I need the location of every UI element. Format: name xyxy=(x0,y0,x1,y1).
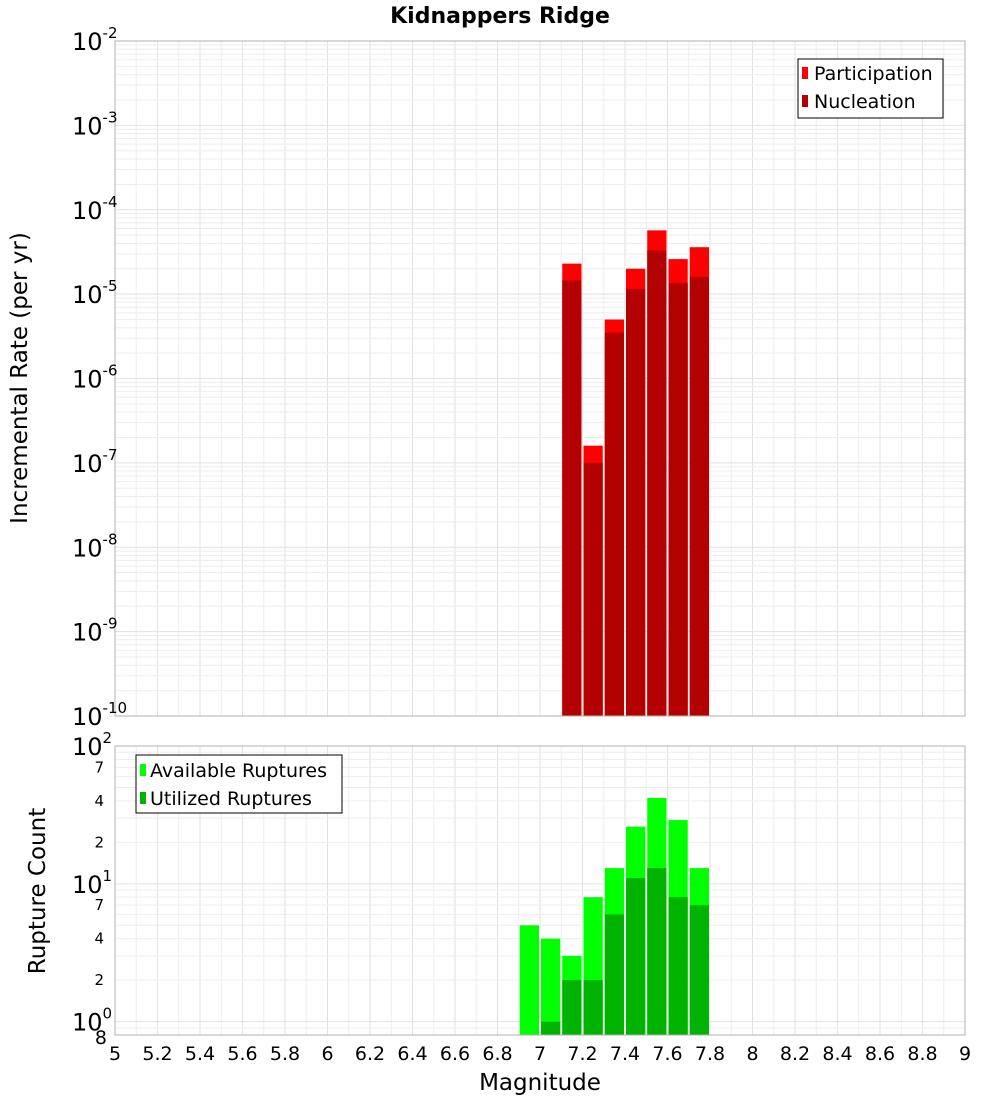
rate-y-tick-label: 10-3 xyxy=(72,108,118,140)
x-tick-label: 5.6 xyxy=(227,1043,257,1065)
x-tick-label: 6.2 xyxy=(355,1043,385,1065)
count-y-minor-tick-label: 4 xyxy=(94,930,104,948)
utilized-ruptures-bar xyxy=(562,980,582,1035)
count-y-ticks: 100 101 102 2 4 7 2 4 7 8 xyxy=(72,729,112,1049)
utilized-ruptures-legend-label: Utilized Ruptures xyxy=(150,788,312,810)
x-tick-label: 7.6 xyxy=(652,1043,682,1065)
rate-legend-box xyxy=(797,58,944,119)
rate-y-tick-label: 10-10 xyxy=(72,699,127,731)
utilized-ruptures-bar xyxy=(604,914,624,1035)
rate-y-ticks: 10-10 10-9 10-8 10-7 10-6 10-5 10-4 10-3 10-2 xyxy=(72,24,127,731)
count-y-bottom-tick-label: 8 xyxy=(95,1027,107,1049)
count-legend-box xyxy=(135,754,343,814)
x-tick-label: 5.4 xyxy=(185,1043,215,1065)
participation-swatch xyxy=(802,67,808,79)
rate-y-tick-label: 10-6 xyxy=(72,362,118,394)
x-tick-label: 9 xyxy=(959,1043,971,1065)
utilized-ruptures-swatch xyxy=(140,792,146,804)
nucleation-bar xyxy=(626,289,646,716)
x-tick-label: 5.2 xyxy=(142,1043,172,1065)
nucleation-bar xyxy=(583,462,603,716)
count-y-tick-label: 101 xyxy=(72,867,112,899)
rate-y-tick-label: 10-2 xyxy=(72,24,118,56)
x-tick-label: 7.2 xyxy=(567,1043,597,1065)
count-y-axis-label: Rupture Count xyxy=(25,808,51,974)
nucleation-swatch xyxy=(802,95,808,107)
count-y-minor-tick-label: 2 xyxy=(94,833,104,851)
rate-panel: 10-10 10-9 10-8 10-7 10-6 10-5 10-4 10-3 10-2 In… xyxy=(7,24,966,731)
count-y-tick-label: 100 xyxy=(72,1005,112,1037)
nucleation-legend-label: Nucleation xyxy=(814,91,916,113)
x-tick-label: 6.6 xyxy=(440,1043,470,1065)
utilized-ruptures-bar xyxy=(541,1021,561,1035)
rate-y-tick-label: 10-5 xyxy=(72,277,118,309)
count-panel: 100 101 102 2 4 7 2 4 7 8 Rupture Count Available… xyxy=(25,729,971,1096)
rate-y-tick-label: 10-9 xyxy=(72,615,118,647)
rate-y-tick-label: 10-7 xyxy=(72,446,118,478)
rate-bars xyxy=(562,230,709,717)
x-tick-label: 6 xyxy=(321,1043,333,1065)
nucleation-bar xyxy=(647,250,667,717)
nucleation-bar xyxy=(668,283,688,716)
rate-grid xyxy=(114,41,966,717)
x-tick-label: 7.4 xyxy=(610,1043,640,1065)
utilized-ruptures-bar xyxy=(668,897,688,1035)
utilized-ruptures-bar xyxy=(689,905,709,1035)
nucleation-bar xyxy=(562,280,582,716)
utilized-ruptures-bar xyxy=(647,868,667,1035)
count-plot-frame xyxy=(114,745,966,1036)
utilized-ruptures-bar xyxy=(583,980,603,1035)
rate-y-tick-label: 10-8 xyxy=(72,530,118,562)
x-tick-label: 8.4 xyxy=(822,1043,852,1065)
count-y-minor-tick-label: 2 xyxy=(94,971,104,989)
available-ruptures-bar xyxy=(541,938,561,1035)
rate-legend: Participation Nucleation xyxy=(797,58,944,119)
x-tick-label: 8.2 xyxy=(780,1043,810,1065)
available-ruptures-swatch xyxy=(140,764,146,776)
x-tick-label: 6.4 xyxy=(397,1043,427,1065)
rate-y-tick-label: 10-4 xyxy=(72,193,118,225)
x-tick-label: 8 xyxy=(746,1043,758,1065)
available-ruptures-bar xyxy=(519,925,539,1035)
utilized-ruptures-bar xyxy=(626,878,646,1035)
x-ticks: 5 5.2 5.4 5.6 5.8 6 6.2 6.4 6.6 6.8 7 7.2 7.4 7.6 7.8 8… xyxy=(109,1043,971,1065)
count-bars xyxy=(519,797,709,1035)
x-tick-label: 6.8 xyxy=(482,1043,512,1065)
count-legend: Available Ruptures Utilized Ruptures xyxy=(135,754,343,814)
count-y-tick-label: 102 xyxy=(72,729,112,761)
x-tick-label: 8.6 xyxy=(865,1043,895,1065)
nucleation-bar xyxy=(689,276,709,716)
participation-legend-label: Participation xyxy=(814,63,933,85)
x-axis-label: Magnitude xyxy=(479,1070,601,1096)
x-tick-label: 8.8 xyxy=(907,1043,937,1065)
x-tick-label: 7 xyxy=(534,1043,546,1065)
count-y-minor-tick-label: 7 xyxy=(94,758,104,776)
available-ruptures-legend-label: Available Ruptures xyxy=(150,760,327,782)
x-tick-label: 7.8 xyxy=(695,1043,725,1065)
rate-y-axis-label: Incremental Rate (per yr) xyxy=(7,232,33,524)
nucleation-bar xyxy=(604,332,624,716)
rate-plot-frame xyxy=(114,40,966,717)
count-y-minor-tick-label: 7 xyxy=(94,896,104,914)
x-tick-label: 5.8 xyxy=(270,1043,300,1065)
x-tick-label: 5 xyxy=(109,1043,121,1065)
count-y-minor-tick-label: 4 xyxy=(94,792,104,810)
chart-title: Kidnappers Ridge xyxy=(390,4,610,29)
